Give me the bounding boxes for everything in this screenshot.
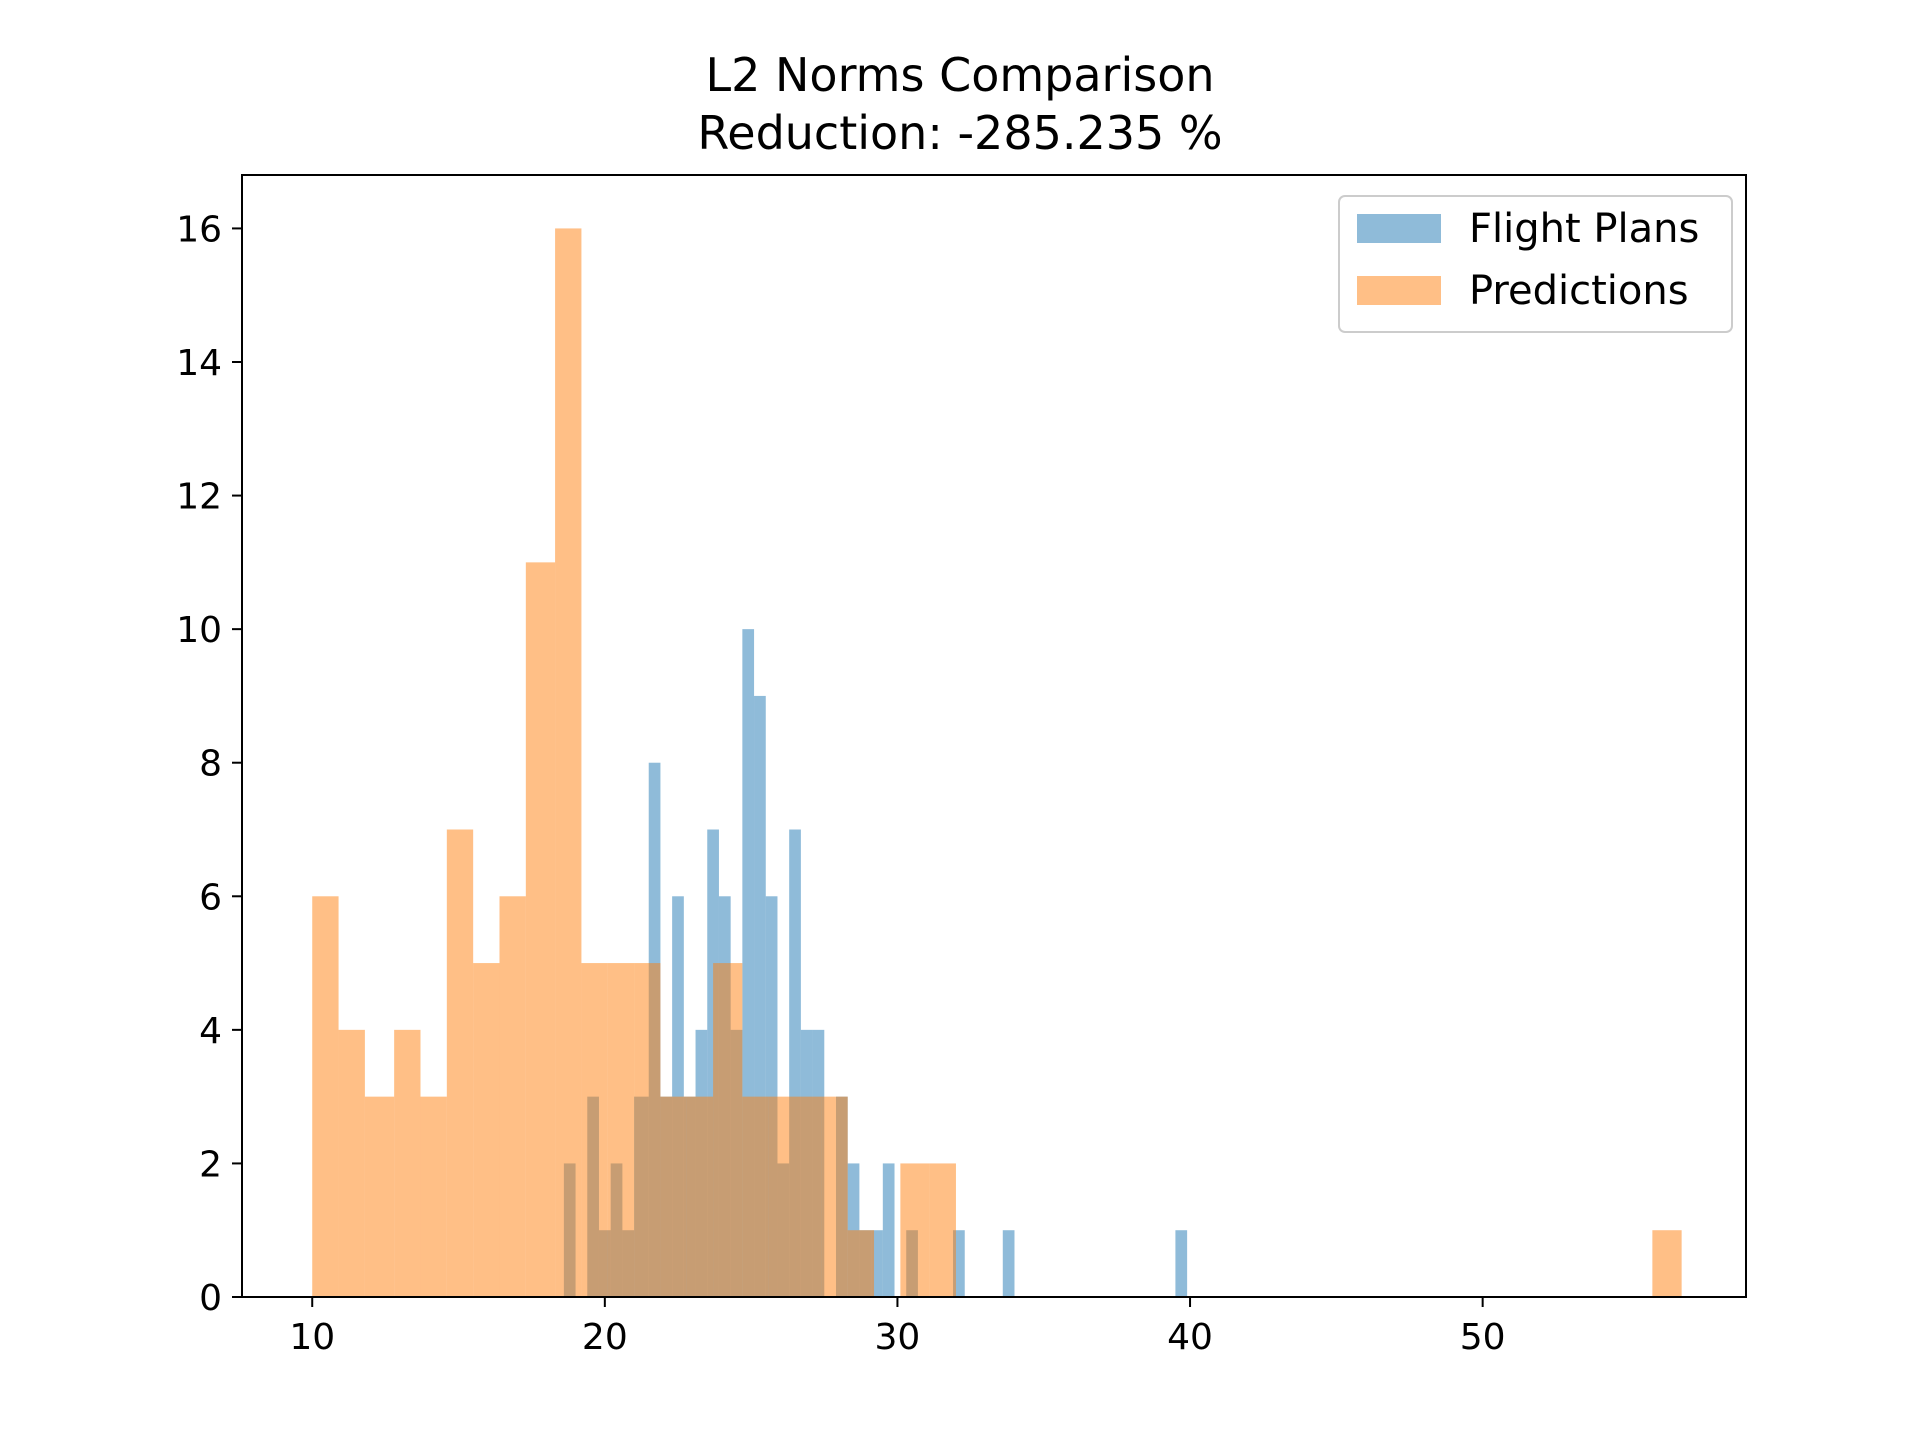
bar-predictions-2 [364, 1096, 395, 1297]
bar-flight-plans-27 [953, 1230, 965, 1297]
bar-predictions-15 [713, 963, 743, 1297]
x-axis: 10 20 30 40 50 [289, 1297, 1506, 1358]
x-tick-label-20: 20 [582, 1317, 628, 1358]
bar-predictions-3 [394, 1029, 421, 1297]
x-tick-label-50: 50 [1460, 1317, 1506, 1358]
bar-predictions-13 [660, 1096, 687, 1297]
bar-flight-plans-25 [882, 1163, 895, 1297]
bar-predictions-17 [768, 1096, 796, 1297]
bars-layer [312, 228, 1682, 1297]
y-tick-label-4: 4 [199, 1011, 222, 1052]
y-tick-label-8: 8 [199, 744, 222, 785]
bar-predictions-5 [446, 829, 474, 1297]
bar-predictions-16 [742, 1096, 769, 1297]
bar-flight-plans-14 [742, 629, 755, 1297]
y-tick-label-6: 6 [199, 877, 222, 918]
bar-predictions-6 [473, 963, 500, 1297]
chart-subtitle: Reduction: -285.235 % [697, 106, 1223, 160]
y-tick-label-2: 2 [199, 1144, 222, 1185]
bar-predictions-19 [821, 1096, 848, 1297]
legend-label-predictions: Predictions [1469, 268, 1689, 314]
bar-predictions-1 [338, 1029, 365, 1297]
chart-title: L2 Norms Comparison [705, 48, 1215, 102]
bar-predictions-24 [1652, 1230, 1682, 1297]
legend-swatch-flight-plans [1357, 214, 1441, 243]
x-tick-label-40: 40 [1167, 1317, 1213, 1358]
y-tick-label-16: 16 [176, 209, 222, 250]
y-tick-label-14: 14 [176, 343, 222, 384]
bar-predictions-20 [847, 1230, 875, 1297]
y-axis: 0 2 4 6 8 10 12 14 16 [176, 209, 242, 1319]
bar-predictions-4 [420, 1096, 447, 1297]
bar-predictions-12 [634, 963, 661, 1297]
bar-predictions-11 [607, 963, 635, 1297]
bar-predictions-0 [312, 896, 339, 1297]
x-tick-label-10: 10 [289, 1317, 335, 1358]
legend: Flight Plans Predictions [1338, 195, 1733, 333]
y-tick-label-0: 0 [199, 1278, 222, 1319]
x-tick-label-30: 30 [875, 1317, 921, 1358]
bar-predictions-10 [581, 963, 608, 1297]
bar-predictions-8 [525, 562, 556, 1297]
plot-frame [241, 174, 1747, 1298]
bar-flight-plans-29 [1175, 1230, 1188, 1297]
bar-flight-plans-15 [754, 695, 766, 1297]
bar-flight-plans-28 [1002, 1230, 1015, 1297]
bar-flight-plans-18 [789, 829, 801, 1297]
y-tick-label-12: 12 [176, 477, 222, 518]
bar-predictions-7 [499, 896, 526, 1297]
bar-predictions-22 [900, 1163, 930, 1297]
legend-swatch-predictions [1357, 276, 1441, 305]
legend-label-flight-plans: Flight Plans [1469, 206, 1699, 252]
bar-flight-plans-24 [871, 1230, 883, 1297]
bar-predictions-18 [795, 1096, 822, 1297]
bar-predictions-14 [686, 1096, 714, 1297]
y-tick-label-10: 10 [176, 610, 222, 651]
bar-predictions-9 [555, 228, 582, 1297]
bar-predictions-23 [929, 1163, 956, 1297]
